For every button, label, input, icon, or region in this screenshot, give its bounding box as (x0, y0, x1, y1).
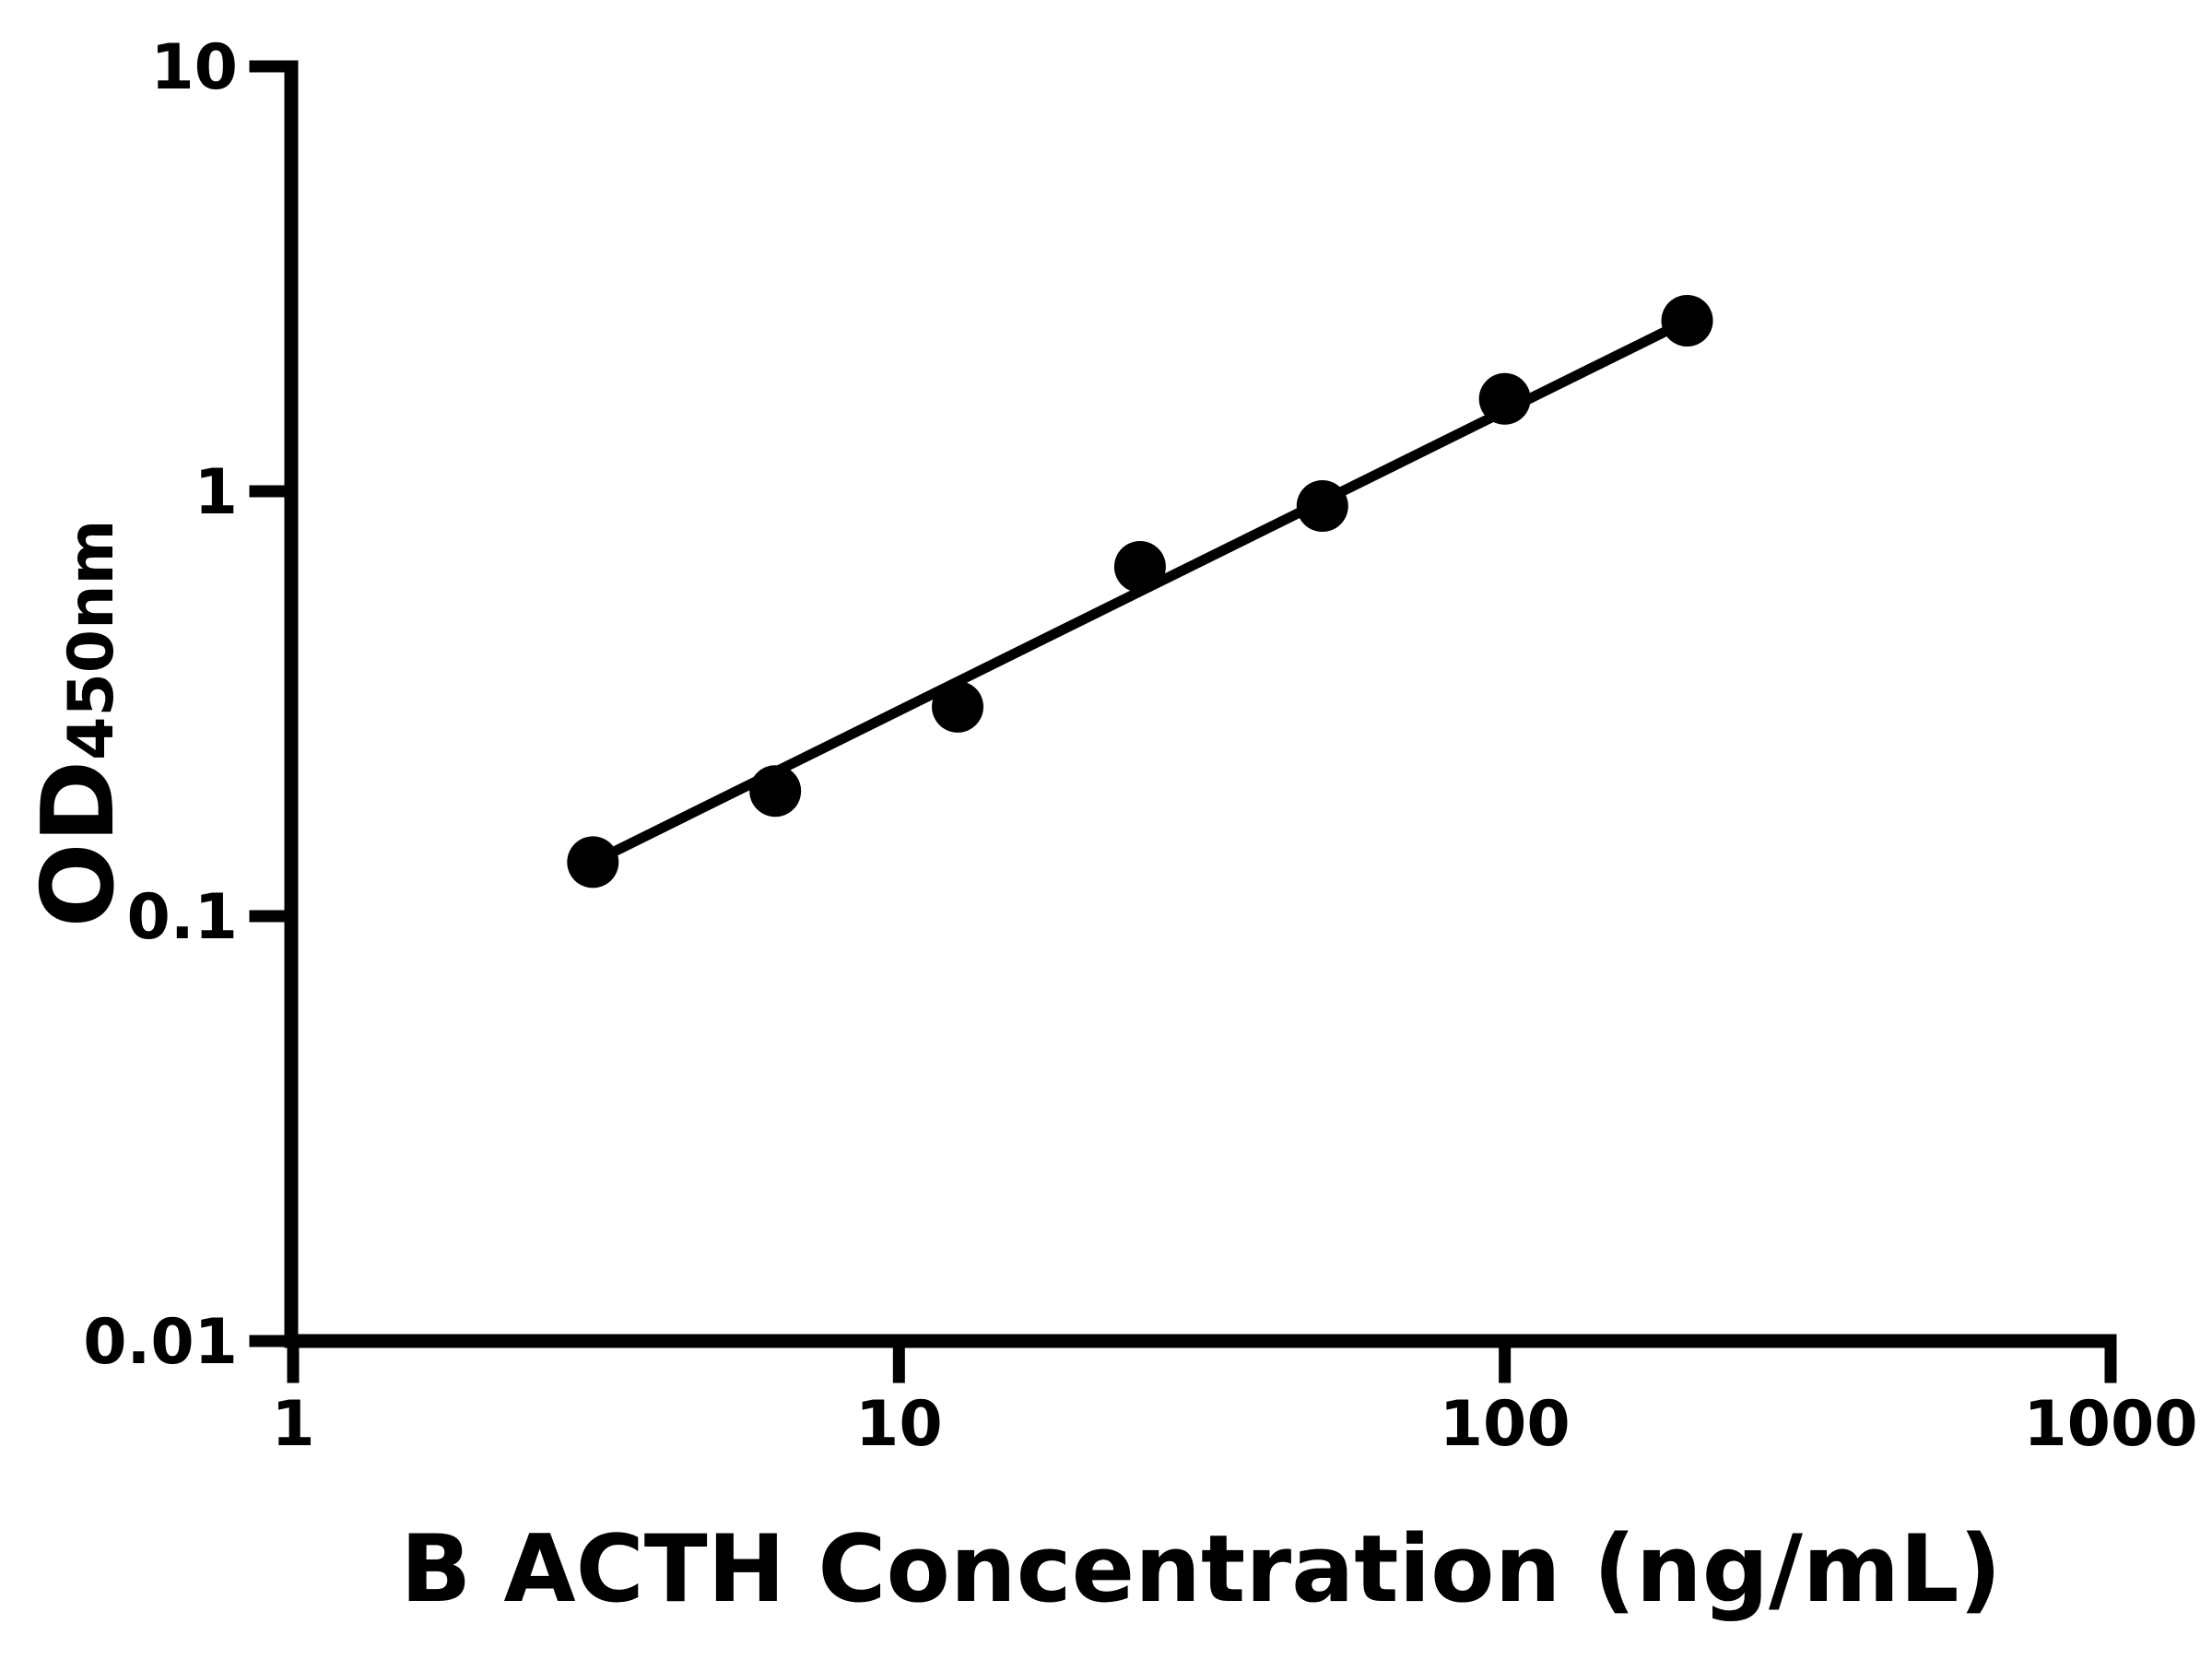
y-tick-label: 1 (194, 456, 238, 529)
y-axis-title-subscript: 450nm (55, 520, 128, 760)
x-axis-title: B ACTH Concentration (ng/mL) (400, 1514, 2001, 1623)
data-point (932, 680, 984, 733)
data-point (1296, 480, 1348, 533)
y-tick-label: 0.01 (83, 1306, 238, 1379)
data-point (1478, 372, 1531, 425)
x-tick-label: 1000 (2023, 1388, 2197, 1461)
x-tick-label: 100 (1440, 1388, 1571, 1461)
data-point (1661, 294, 1713, 347)
y-tick-label: 0.1 (127, 881, 238, 954)
data-point (567, 836, 619, 888)
data-point (749, 765, 802, 818)
x-tick-label: 1 (271, 1388, 314, 1461)
x-tick-label: 10 (855, 1388, 943, 1461)
data-point (1113, 540, 1166, 593)
y-tick-label: 10 (150, 31, 238, 104)
y-axis-title-main: OD (21, 760, 136, 927)
y-axis-title: OD450nm (21, 520, 136, 928)
